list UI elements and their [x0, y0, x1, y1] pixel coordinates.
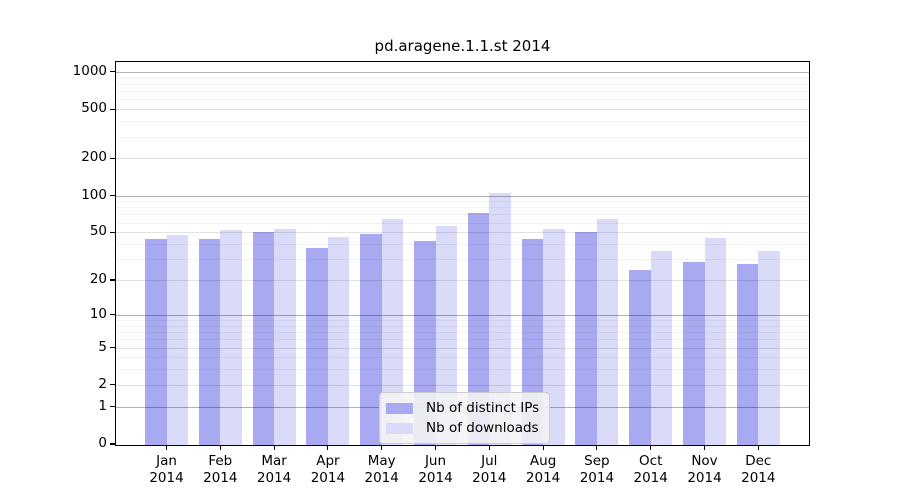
- x-tick-jul: [488, 445, 490, 450]
- y-tick-500: [109, 108, 115, 110]
- y-tick-label-10: 10: [89, 305, 107, 322]
- bar-downloads-mar-2014: [274, 229, 296, 445]
- y-tick-0: [109, 443, 115, 445]
- x-tick-label-nov: Nov 2014: [687, 453, 722, 486]
- x-tick-label-aug: Aug 2014: [525, 453, 561, 486]
- bar-ips-mar-2014: [252, 232, 275, 445]
- bar-downloads-jun-2014: [435, 226, 457, 445]
- y-tick-label-200: 200: [81, 149, 107, 166]
- x-tick-feb: [219, 445, 221, 450]
- x-tick-label-jul: Jul 2014: [472, 453, 507, 486]
- y-tick-label-500: 500: [81, 100, 107, 117]
- x-tick-label-may: May 2014: [364, 453, 399, 486]
- legend: Nb of distinct IPs Nb of downloads: [379, 392, 551, 444]
- bar-downloads-dec-2014: [758, 250, 780, 445]
- bars-layer: [116, 62, 809, 445]
- x-tick-jan: [165, 445, 168, 450]
- chart-title: pd.aragene.1.1.st 2014: [374, 37, 551, 55]
- legend-label-distinct-ips: Nb of distinct IPs: [426, 400, 540, 416]
- bar-downloads-jul-2014: [489, 192, 511, 445]
- x-tick-aug: [542, 445, 544, 450]
- y-tick-10: [109, 314, 115, 316]
- bar-ips-dec-2014: [736, 263, 759, 445]
- y-tick-label-100: 100: [81, 186, 107, 203]
- y-tick-label-50: 50: [89, 223, 107, 240]
- x-tick-label-dec: Dec 2014: [741, 453, 776, 486]
- y-tick-label-0: 0: [98, 435, 107, 451]
- x-tick-label-apr: Apr 2014: [310, 453, 346, 486]
- legend-label-downloads: Nb of downloads: [426, 420, 539, 436]
- y-tick-200: [109, 157, 115, 159]
- x-tick-jun: [434, 445, 437, 450]
- bar-ips-feb-2014: [198, 238, 221, 445]
- bar-ips-nov-2014: [683, 261, 705, 445]
- bar-ips-jan-2014: [145, 238, 167, 445]
- bar-downloads-sep-2014: [596, 218, 619, 445]
- y-tick-50: [109, 231, 115, 233]
- bar-ips-jul-2014: [467, 212, 490, 445]
- x-tick-label-sep: Sep 2014: [579, 453, 615, 486]
- bar-downloads-jan-2014: [166, 235, 188, 445]
- x-tick-dec: [757, 445, 759, 450]
- x-tick-label-oct: Oct 2014: [633, 453, 668, 486]
- y-tick-1: [109, 406, 115, 408]
- x-tick-may: [381, 445, 383, 450]
- bar-ips-may-2014: [360, 234, 382, 445]
- x-tick-label-jan: Jan 2014: [149, 453, 184, 486]
- bar-downloads-nov-2014: [704, 237, 726, 445]
- y-tick-label-20: 20: [89, 271, 107, 287]
- y-tick-label-2: 2: [98, 375, 107, 392]
- x-tick-label-jun: Jun 2014: [418, 453, 453, 486]
- bar-downloads-oct-2014: [650, 250, 673, 445]
- y-tick-2: [109, 384, 115, 386]
- x-tick-apr: [327, 445, 329, 450]
- bar-ips-apr-2014: [306, 247, 328, 445]
- legend-swatch-distinct-ips: [386, 402, 413, 414]
- bar-downloads-feb-2014: [220, 230, 242, 445]
- legend-swatch-downloads: [386, 422, 413, 434]
- y-tick-label-1000: 1000: [72, 62, 107, 79]
- y-tick-label-1: 1: [98, 397, 107, 414]
- x-tick-label-feb: Feb 2014: [203, 453, 238, 486]
- y-tick-label-5: 5: [98, 338, 107, 355]
- bar-downloads-apr-2014: [327, 236, 350, 445]
- y-tick-5: [109, 346, 115, 349]
- legend-item-distinct-ips: Nb of distinct IPs: [386, 398, 539, 418]
- bar-ips-sep-2014: [575, 232, 597, 445]
- legend-item-downloads: Nb of downloads: [386, 418, 539, 438]
- x-tick-oct: [650, 445, 652, 450]
- bar-ips-oct-2014: [629, 269, 651, 445]
- bar-downloads-aug-2014: [543, 229, 565, 445]
- x-tick-sep: [596, 445, 598, 450]
- x-tick-nov: [703, 445, 706, 450]
- x-tick-mar: [273, 445, 275, 450]
- x-tick-label-mar: Mar 2014: [256, 453, 292, 486]
- plot-area: Nb of distinct IPs Nb of downloads 0 1 2 5 1…: [73, 61, 810, 486]
- y-tick-1000: [109, 71, 115, 73]
- y-tick-100: [109, 194, 115, 197]
- y-tick-20: [109, 279, 115, 281]
- bar-downloads-may-2014: [381, 218, 404, 445]
